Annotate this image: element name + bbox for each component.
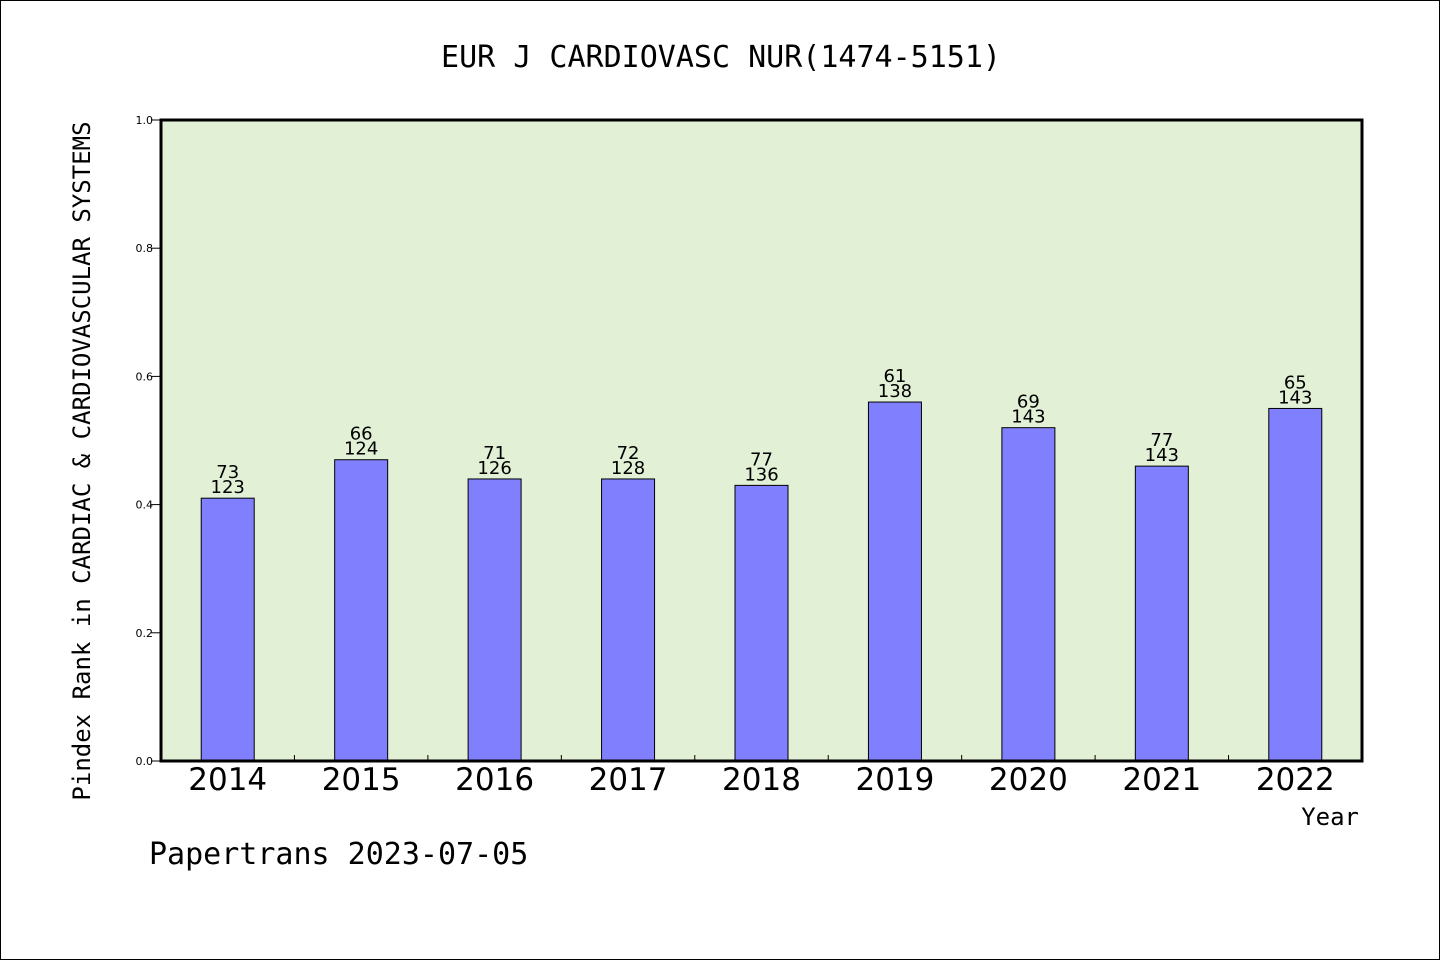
bar-total-label: 136	[744, 464, 778, 485]
bar	[1001, 427, 1056, 762]
bar-total-label: 124	[344, 439, 378, 460]
bar-total-label: 143	[1145, 445, 1179, 466]
y-axis-label: Pindex Rank in CARDIAC & CARDIOVASCULAR …	[68, 121, 96, 800]
bar	[334, 459, 389, 762]
x-tick-label: 2018	[722, 762, 801, 798]
plot-border	[159, 118, 1364, 763]
bar-total-label: 143	[1011, 407, 1045, 428]
y-tick-label: 1.0	[136, 114, 154, 127]
y-axis-ticks: 0.0 0.2 0.4 0.6 0.8 1.0	[136, 114, 161, 768]
bar	[734, 484, 789, 762]
bar	[867, 401, 922, 762]
bar	[601, 478, 656, 762]
bar-total-label: 138	[878, 381, 912, 402]
bar-rank-label: 65	[1284, 372, 1307, 393]
x-tick-label: 2020	[989, 762, 1068, 798]
bar-rank-label: 77	[1150, 430, 1173, 451]
bar-total-label: 143	[1278, 387, 1312, 408]
y-tick-label: 0.8	[136, 242, 154, 255]
bar-rank-label: 72	[617, 443, 640, 464]
x-tick-label: 2015	[322, 762, 401, 798]
bar-series	[200, 401, 1323, 762]
x-axis-label: Year	[1301, 803, 1359, 831]
bar	[1268, 407, 1323, 762]
bar-rank-label: 73	[216, 462, 239, 483]
bar-rank-label: 61	[883, 366, 906, 387]
x-tick-label: 2022	[1256, 762, 1335, 798]
x-axis-ticks: 2014 2015 2016 2017 2018 2019 2020 2021 2022	[188, 755, 1335, 798]
y-tick-label: 0.0	[136, 755, 154, 768]
x-tick-label: 2019	[855, 762, 934, 798]
bar	[467, 478, 522, 762]
bar-total-label: 128	[611, 458, 645, 479]
y-tick-label: 0.4	[136, 499, 154, 512]
footer-credit: Papertrans 2023-07-05	[149, 837, 528, 872]
x-tick-label: 2021	[1122, 762, 1201, 798]
y-tick-label: 0.6	[136, 370, 154, 383]
chart-title: EUR J CARDIOVASC NUR(1474-5151)	[441, 40, 1001, 75]
x-tick-label: 2014	[188, 762, 267, 798]
y-tick-label: 0.2	[136, 627, 154, 640]
bar	[200, 497, 255, 762]
bar-rank-label: 69	[1017, 392, 1040, 413]
bar-rank-label: 66	[350, 424, 373, 445]
bar-total-label: 123	[211, 477, 245, 498]
bar-rank-label: 71	[483, 443, 506, 464]
bar	[1134, 465, 1189, 762]
bar-total-label: 126	[477, 458, 511, 479]
x-tick-label: 2016	[455, 762, 534, 798]
x-tick-label: 2017	[589, 762, 668, 798]
bar-rank-label: 77	[750, 449, 773, 470]
